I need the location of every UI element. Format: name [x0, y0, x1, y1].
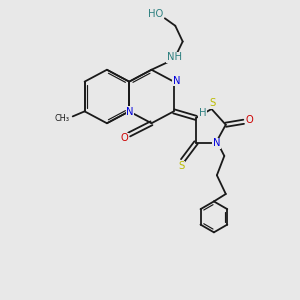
Text: S: S	[209, 98, 215, 108]
Text: N: N	[126, 107, 134, 117]
Text: S: S	[178, 161, 184, 171]
Text: O: O	[121, 133, 129, 143]
Text: H: H	[199, 108, 206, 118]
Text: O: O	[245, 115, 253, 125]
Text: CH₃: CH₃	[55, 114, 70, 123]
Text: N: N	[173, 76, 181, 86]
Text: N: N	[213, 138, 220, 148]
Text: NH: NH	[167, 52, 182, 62]
Text: HO: HO	[148, 9, 164, 19]
